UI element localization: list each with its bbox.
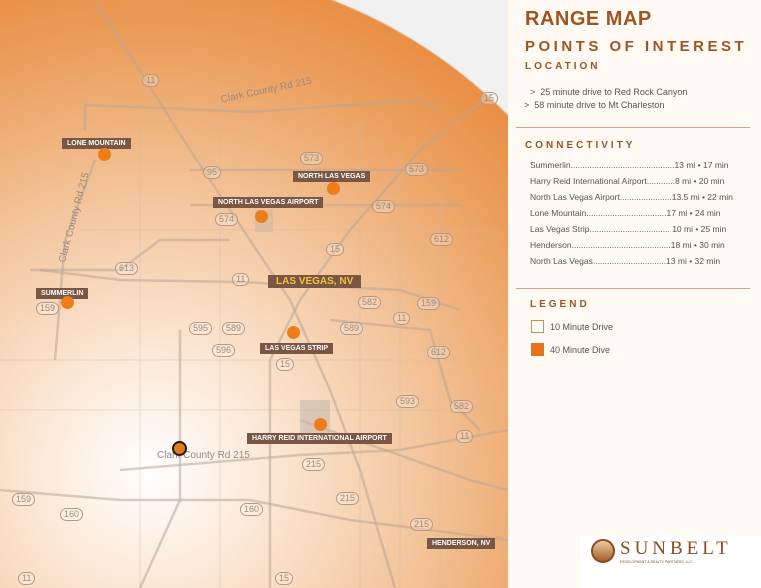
highway-shield: 573	[405, 163, 429, 176]
sunbelt-logo-icon	[591, 539, 615, 563]
highway-shield: 11	[142, 74, 160, 87]
highway-shield: 582	[450, 400, 474, 413]
connectivity-row: Harry Reid International Airport........…	[530, 176, 725, 186]
poi-label-harry-reid-airport: HARRY REID INTERNATIONAL AIRPORT	[247, 433, 392, 444]
highway-shield: 159	[36, 302, 60, 315]
poi-label-lone-mountain: LONE MOUNTAIN	[62, 138, 131, 149]
legend-heading: LEGEND	[530, 299, 590, 310]
highway-shield: 11	[232, 273, 250, 286]
logo-tagline: DEVELOPMENT & REALTY PARTNERS, LLC	[620, 560, 693, 564]
poi-marker-north-las-vegas-airport[interactable]	[255, 210, 268, 223]
divider	[516, 288, 750, 289]
poi-marker-harry-reid-airport[interactable]	[314, 418, 327, 431]
connectivity-row: Henderson...............................…	[530, 240, 725, 250]
highway-shield: 612	[427, 346, 451, 359]
page-title: RANGE MAP	[525, 8, 652, 30]
highway-shield: 15	[276, 358, 295, 371]
highway-shield: 11	[456, 430, 474, 443]
highway-shield: 95	[203, 166, 222, 179]
highway-shield: 595	[189, 322, 213, 335]
connectivity-row: Las Vegas Strip.........................…	[530, 224, 727, 234]
connectivity-heading: CONNECTIVITY	[525, 140, 636, 151]
highway-shield: 574	[372, 200, 396, 213]
info-panel: RANGE MAP POINTS OF INTEREST LOCATION > …	[508, 0, 761, 588]
highway-shield: 159	[417, 297, 441, 310]
highway-shield: 574	[215, 213, 239, 226]
poi-label-north-las-vegas: NORTH LAS VEGAS	[293, 171, 371, 182]
highway-shield: 573	[300, 152, 324, 165]
poi-label-las-vegas-strip: LAS VEGAS STRIP	[260, 343, 334, 354]
highway-shield: 612	[430, 233, 454, 246]
highway-shield: 589	[222, 322, 246, 335]
poi-marker-lone-mountain[interactable]	[98, 148, 111, 161]
highway-shield: 589	[340, 322, 364, 335]
poi-label-north-las-vegas-airport: NORTH LAS VEGAS AIRPORT	[213, 197, 324, 208]
highway-shield: 160	[240, 503, 264, 516]
highway-shield: 593	[396, 395, 420, 408]
location-item: > 58 minute drive to Mt Charleston	[524, 100, 665, 110]
poi-marker-north-las-vegas[interactable]	[327, 182, 340, 195]
poi-label-summerlin: SUMMERLIN	[36, 288, 89, 299]
connectivity-row: North Las Vegas Airport.................…	[530, 192, 733, 202]
sunbelt-logo: SUNBELT DEVELOPMENT & REALTY PARTNERS, L…	[580, 536, 761, 588]
road-name: Clark County Rd 215	[157, 450, 250, 461]
legend-label: 40 Minute Dive	[550, 345, 611, 355]
highway-shield: 215	[302, 458, 326, 471]
range-map[interactable]: Clark County Rd 215 Clark County Rd 215 …	[0, 0, 508, 588]
highway-shield: 613	[115, 262, 139, 275]
legend-swatch-10-min	[531, 320, 544, 333]
highway-shield: 215	[410, 518, 434, 531]
highway-shield: 582	[358, 296, 382, 309]
legend-swatch-40-min	[531, 343, 544, 356]
highway-shield: 15	[275, 572, 294, 585]
highway-shield: 11	[18, 572, 36, 585]
poi-marker-las-vegas-strip[interactable]	[287, 326, 300, 339]
poi-marker-summerlin[interactable]	[61, 296, 74, 309]
highway-shield: 15	[326, 243, 345, 256]
highway-shield: 11	[393, 312, 411, 325]
connectivity-row: Lone Mountain...........................…	[530, 208, 721, 218]
highway-shield: 15	[480, 92, 499, 105]
subject-property-marker[interactable]	[172, 441, 187, 456]
highway-shield: 215	[336, 492, 360, 505]
highway-shield: 159	[12, 493, 36, 506]
poi-label-henderson: HENDERSON, NV	[427, 538, 496, 549]
location-heading: LOCATION	[525, 61, 601, 72]
connectivity-row: North Las Vegas.........................…	[530, 256, 721, 266]
logo-wordmark: SUNBELT	[620, 538, 732, 559]
connectivity-row: Summerlin...............................…	[530, 160, 729, 170]
city-label: LAS VEGAS, NV	[268, 275, 362, 288]
divider	[516, 127, 750, 128]
section-subtitle: POINTS OF INTEREST	[525, 38, 748, 55]
highway-shield: 596	[212, 344, 236, 357]
highway-shield: 160	[60, 508, 84, 521]
legend-label: 10 Minute Drive	[550, 322, 614, 332]
location-item: > 25 minute drive to Red Rock Canyon	[530, 87, 688, 97]
